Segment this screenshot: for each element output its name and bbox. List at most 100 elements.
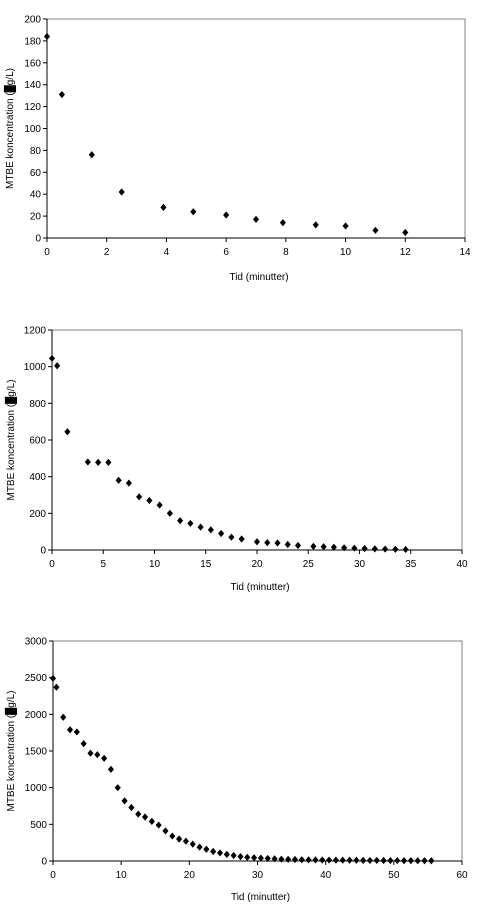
y-tick-label: 400 bbox=[29, 472, 46, 483]
data-point bbox=[271, 855, 278, 863]
data-point bbox=[414, 857, 421, 865]
x-tick-label: 30 bbox=[354, 559, 366, 570]
data-point bbox=[237, 853, 244, 861]
data-point bbox=[244, 853, 251, 861]
data-point bbox=[80, 740, 87, 748]
data-point bbox=[274, 539, 281, 547]
data-point bbox=[101, 754, 108, 762]
y-axis-title-suffix: g/L) bbox=[6, 379, 17, 396]
y-tick-label: 200 bbox=[24, 15, 41, 26]
data-point bbox=[253, 538, 261, 546]
y-tick-label: 800 bbox=[29, 399, 46, 410]
data-point bbox=[320, 543, 327, 551]
y-axis-title: MTBE koncentration (█g/L) bbox=[3, 68, 17, 189]
data-point bbox=[182, 837, 189, 845]
x-tick-label: 20 bbox=[251, 559, 263, 570]
y-tick-label: 2000 bbox=[25, 710, 48, 721]
data-point bbox=[160, 203, 167, 211]
unit-glyph-block: █ bbox=[4, 396, 18, 404]
data-point bbox=[189, 840, 196, 848]
data-point bbox=[105, 458, 112, 466]
y-tick-label: 0 bbox=[40, 546, 46, 557]
x-axis-title: Tid (minutter) bbox=[229, 272, 288, 283]
x-tick-label: 6 bbox=[223, 247, 229, 258]
data-point bbox=[421, 857, 428, 865]
data-point bbox=[428, 857, 435, 865]
data-point bbox=[264, 854, 271, 863]
data-point bbox=[121, 797, 128, 805]
data-point bbox=[394, 856, 401, 865]
data-point bbox=[341, 544, 348, 552]
data-point bbox=[351, 544, 358, 552]
data-point bbox=[54, 362, 61, 370]
y-tick-label: 1000 bbox=[25, 783, 48, 794]
y-tick-label: 60 bbox=[30, 168, 42, 179]
data-point bbox=[353, 856, 360, 864]
data-point bbox=[360, 856, 367, 864]
data-point bbox=[95, 458, 102, 466]
data-point bbox=[148, 817, 155, 825]
x-tick-label: 10 bbox=[116, 870, 128, 881]
x-tick-label: 40 bbox=[320, 870, 332, 881]
data-point bbox=[380, 856, 387, 865]
y-axis-title: MTBE koncentration (█g/L) bbox=[4, 379, 18, 500]
data-point bbox=[107, 765, 115, 773]
x-tick-label: 0 bbox=[44, 247, 50, 258]
data-point bbox=[114, 784, 121, 792]
y-tick-label: 200 bbox=[29, 509, 46, 520]
data-point bbox=[366, 856, 374, 865]
x-tick-label: 15 bbox=[200, 559, 212, 570]
x-tick-label: 5 bbox=[100, 559, 106, 570]
data-point bbox=[190, 208, 197, 216]
y-tick-label: 120 bbox=[24, 102, 41, 113]
y-tick-label: 100 bbox=[24, 124, 41, 135]
data-point bbox=[115, 476, 122, 484]
data-point bbox=[310, 542, 317, 550]
data-point bbox=[284, 540, 291, 549]
data-point bbox=[136, 493, 143, 501]
data-point bbox=[187, 519, 194, 528]
y-tick-label: 180 bbox=[24, 36, 41, 47]
data-point bbox=[166, 509, 173, 517]
x-tick-label: 4 bbox=[164, 247, 170, 258]
x-tick-label: 10 bbox=[149, 559, 161, 570]
data-point bbox=[155, 821, 162, 829]
data-point bbox=[197, 523, 204, 531]
data-point bbox=[60, 713, 67, 721]
data-point bbox=[387, 856, 394, 865]
y-tick-label: 40 bbox=[30, 190, 42, 201]
data-point bbox=[285, 855, 292, 863]
data-point bbox=[228, 533, 235, 541]
x-tick-label: 40 bbox=[456, 559, 468, 570]
data-point bbox=[176, 835, 183, 843]
chart-1: 0 20 40 60 80 100 120 140 160 180 200 0 2 4 6 8 10 12 14 Ti… bbox=[3, 15, 471, 284]
chart-3: 0 500 1000 1500 2000 2500 3000 0 10 20 30 40 50 60 Tid… bbox=[4, 637, 468, 904]
data-point bbox=[402, 228, 409, 237]
data-point bbox=[372, 226, 379, 234]
data-point bbox=[196, 843, 203, 851]
data-point bbox=[312, 856, 319, 864]
data-point bbox=[294, 541, 302, 550]
data-point bbox=[125, 479, 132, 487]
data-point bbox=[146, 496, 153, 505]
data-point bbox=[330, 543, 337, 551]
data-point bbox=[218, 529, 225, 538]
data-point bbox=[88, 151, 95, 159]
data-point bbox=[279, 219, 286, 227]
x-tick-label: 50 bbox=[388, 870, 400, 881]
y-tick-label: 80 bbox=[30, 146, 42, 157]
data-point bbox=[135, 810, 142, 818]
y-tick-label: 0 bbox=[41, 857, 47, 868]
unit-glyph-block: █ bbox=[3, 84, 17, 92]
data-point bbox=[128, 803, 135, 812]
data-point bbox=[203, 845, 210, 853]
x-tick-label: 14 bbox=[459, 247, 471, 258]
data-point bbox=[43, 32, 51, 41]
x-tick-label: 35 bbox=[405, 559, 417, 570]
data-point bbox=[162, 827, 169, 835]
data-point bbox=[223, 850, 230, 858]
chart-2: 0 200 400 600 800 1000 1200 0 5 10 15 20 25 30 35 40 Tid… bbox=[4, 326, 468, 594]
data-point bbox=[392, 545, 399, 553]
x-tick-label: 20 bbox=[184, 870, 196, 881]
y-tick-label: 3000 bbox=[25, 637, 48, 648]
